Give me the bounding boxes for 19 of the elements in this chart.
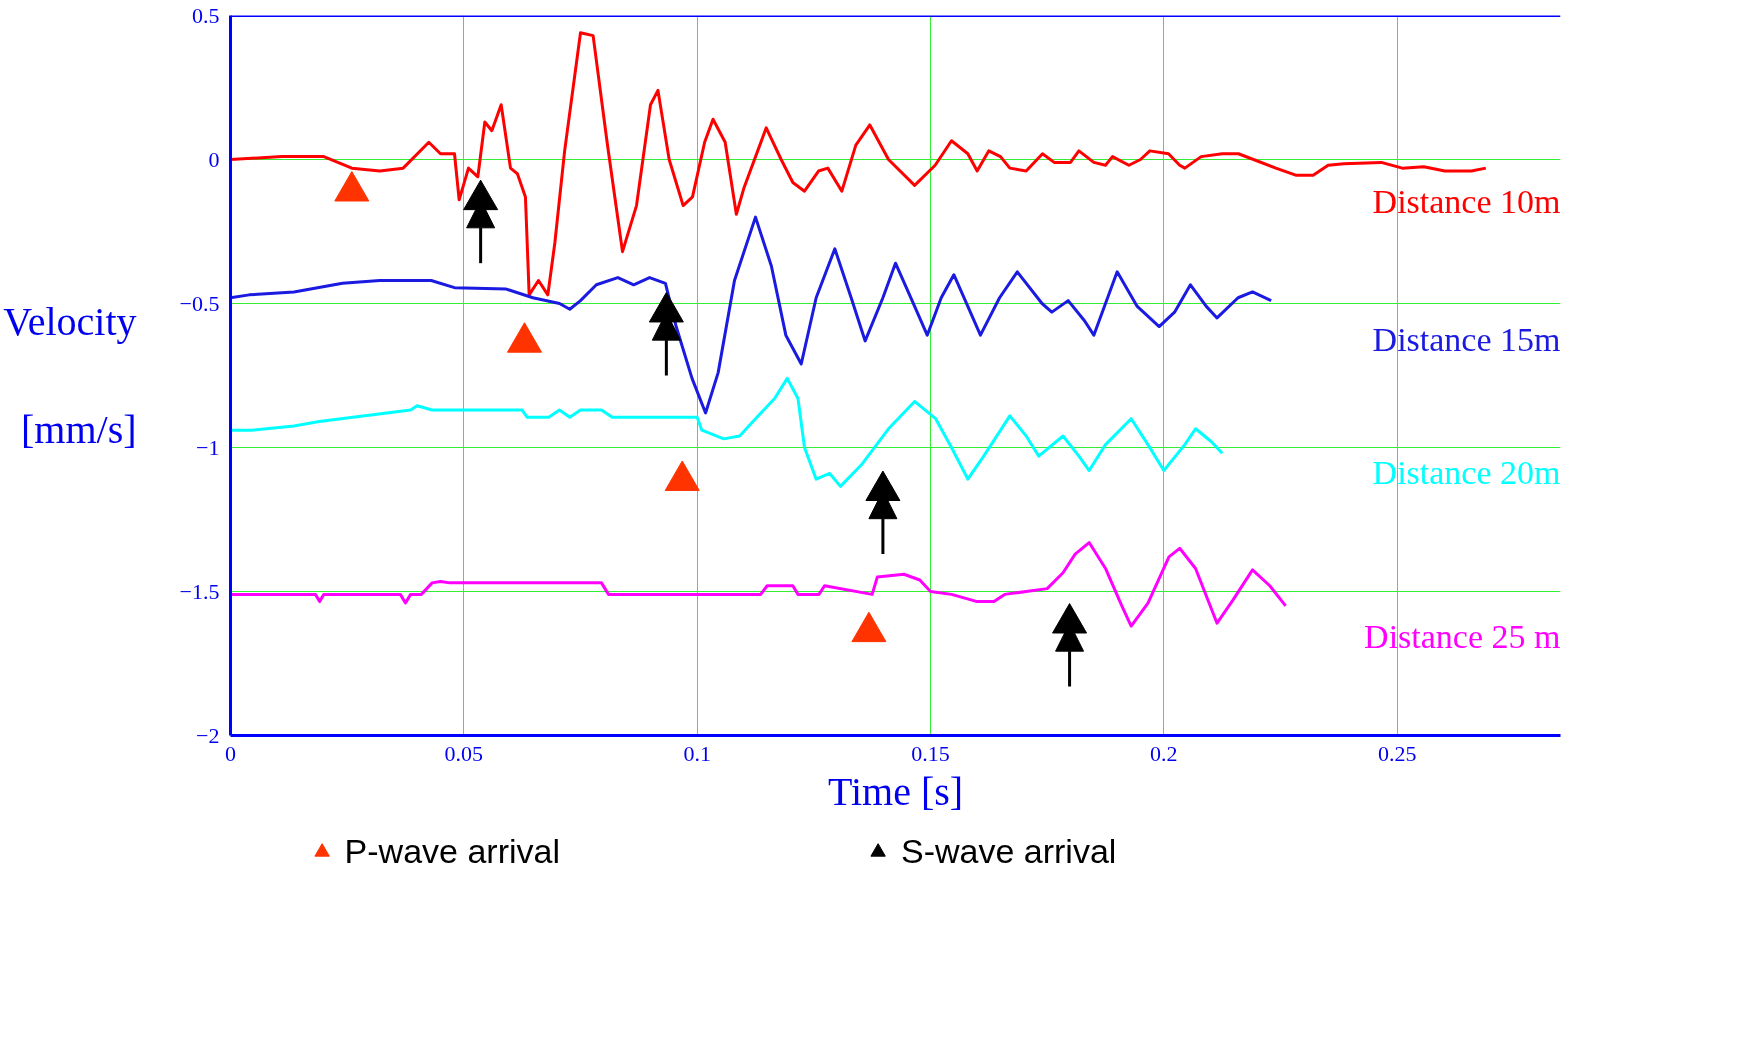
y-tick-label: −1	[196, 434, 220, 460]
x-tick-label: 0.05	[444, 740, 484, 766]
y-tick-label: −2	[196, 722, 220, 748]
y-tick-label: −0.5	[179, 290, 220, 316]
x-axis-title: Time [s]	[827, 768, 964, 814]
x-tick-label: 0.1	[683, 740, 711, 766]
legend-label: S-wave arrival	[901, 831, 1117, 871]
y-tick-label: 0.5	[192, 2, 220, 28]
x-tick-label: 0.15	[911, 740, 950, 766]
legend-label: P-wave arrival	[344, 831, 560, 871]
line-series	[230, 541, 1288, 628]
text: Velocity [mm/s]	[3, 299, 137, 452]
line-series	[230, 215, 1273, 415]
line-series	[230, 376, 1224, 488]
x-tick-label: 0.25	[1377, 740, 1417, 766]
y-tick-label: −1.5	[179, 578, 220, 604]
x-tick-label: 0.2	[1150, 740, 1178, 766]
x-tick-label: 0	[225, 740, 236, 766]
y-tick-label: 0	[208, 146, 220, 172]
